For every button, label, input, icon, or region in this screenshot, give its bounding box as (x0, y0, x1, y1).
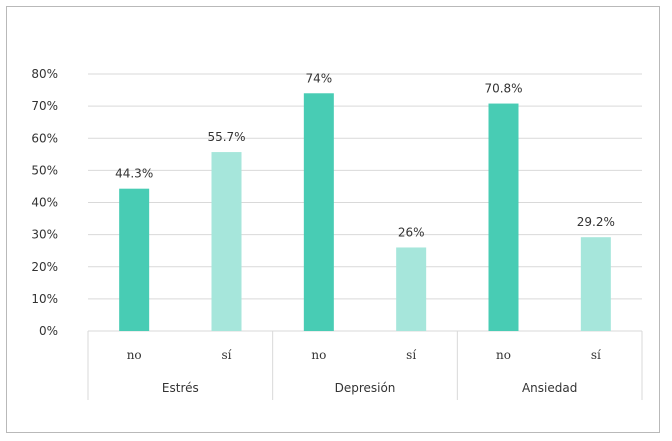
x-category-label: sí (591, 348, 601, 362)
y-tick-label: 60% (31, 131, 58, 145)
data-label: 74% (305, 71, 332, 85)
x-category-label: sí (222, 348, 232, 362)
bar-depresión-no (303, 93, 334, 332)
bar-ansiedad-no (488, 103, 519, 332)
y-tick-label: 40% (31, 196, 58, 210)
data-labels: 44.3% 55.7% 74% 26% 70.8% 29.2% (115, 71, 615, 239)
x-category-label: no (311, 348, 326, 362)
bar-estrés-no (119, 188, 150, 331)
x-category-label: sí (406, 348, 416, 362)
data-label: 55.7% (207, 130, 245, 144)
data-label: 70.8% (484, 82, 522, 96)
data-label: 26% (398, 225, 425, 239)
x-group-label: Depresión (335, 381, 396, 395)
y-tick-label: 80% (31, 67, 58, 81)
x-category-label: no (496, 348, 511, 362)
x-group-label: Ansiedad (522, 381, 577, 395)
x-category-label: no (127, 348, 142, 362)
y-tick-label: 70% (31, 99, 58, 113)
data-label: 29.2% (577, 215, 615, 229)
x-axis: no sí Estrés no sí Depresión no sí Ansiedad (87, 331, 643, 400)
bar-estrés-si (211, 152, 242, 331)
bars (119, 93, 611, 332)
gridlines (88, 73, 642, 332)
y-tick-label: 30% (31, 228, 58, 242)
bar-depresión-si (396, 247, 427, 331)
y-tick-label: 20% (31, 260, 58, 274)
x-group-label: Estrés (162, 381, 199, 395)
y-tick-label: 10% (31, 292, 58, 306)
y-axis: 0% 10% 20% 30% 40% 50% 60% 70% 80% (31, 67, 58, 338)
y-tick-label: 50% (31, 163, 58, 177)
data-label: 44.3% (115, 167, 153, 181)
bar-ansiedad-si (580, 237, 611, 331)
y-tick-label: 0% (39, 324, 58, 338)
